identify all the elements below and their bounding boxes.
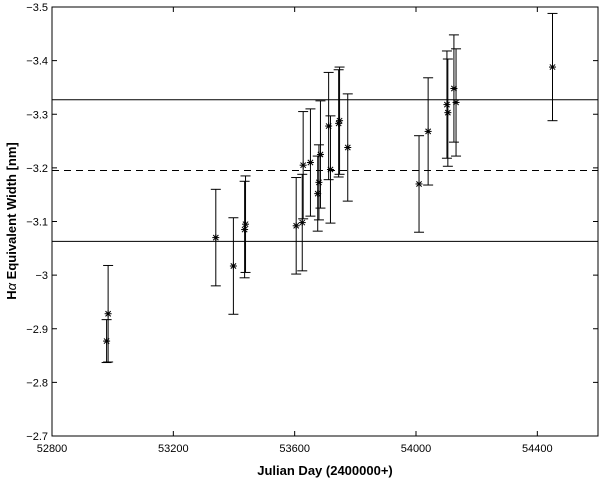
data-point [306,159,314,167]
marker-stroke [443,101,450,108]
plot-frame [51,6,599,437]
data-point [241,226,249,234]
marker-stroke [314,190,321,197]
data-point [212,234,220,242]
y-tick-label: −2.7 [26,431,48,443]
marker-stroke [416,180,423,187]
data-point [103,337,111,345]
data-point [415,180,423,188]
data-point [316,150,324,158]
data-point [315,178,323,186]
x-axis-ticks: 52800 53200 53600 54000 54400 [37,7,553,455]
y-tick-label: −3.2 [26,163,48,175]
data-point [229,262,237,270]
data-point [450,85,458,93]
reference-lines [52,99,598,242]
data-point [298,219,306,227]
marker-stroke [444,109,451,116]
marker-stroke [300,162,307,169]
data-point [443,101,451,109]
y-axis-title-suffix: Equivalent Width [nm] [4,142,19,283]
marker-stroke [307,159,314,166]
data-point [325,122,333,130]
marker-stroke [425,128,432,135]
data-point [444,109,452,117]
marker-stroke [317,151,324,158]
marker-stroke [453,99,460,106]
data-point [292,222,300,230]
data-point [549,63,556,71]
marker-stroke [549,64,556,71]
data-point [344,143,352,151]
y-axis-title: Hα Equivalent Width [nm] [4,142,19,300]
marker-stroke [241,226,248,233]
y-axis-title-prefix: H [4,290,19,299]
y-tick-label: −3.3 [26,109,48,121]
marker-stroke [315,179,322,186]
y-tick-label: −3.4 [26,56,48,68]
x-tick-label: 54400 [522,443,553,455]
marker-stroke [325,123,332,130]
y-tick-label: −3 [35,270,48,282]
data-point [242,220,250,228]
marker-stroke [230,263,237,269]
data-point [452,98,460,106]
marker-stroke [212,234,219,241]
marker-stroke [242,221,249,228]
x-tick-label: 53200 [158,443,189,455]
data-point [299,161,307,169]
marker-stroke [344,144,351,151]
data-point [104,310,112,318]
data-point [424,127,432,135]
data-markers [103,63,556,345]
data-point [336,117,344,125]
x-tick-label: 53600 [279,443,310,455]
marker-stroke [336,117,343,124]
x-tick-label: 52800 [37,443,68,455]
data-point [326,165,334,173]
y-tick-label: −2.9 [26,324,48,336]
marker-stroke [105,310,112,317]
marker-stroke [103,338,110,345]
y-axis-title-greek: α [4,282,19,290]
y-tick-label: −2.8 [26,377,48,389]
data-point [314,190,322,198]
y-tick-label: −3.1 [26,217,48,229]
marker-stroke [327,166,334,173]
marker-stroke [293,222,300,229]
y-tick-label: −3.5 [26,2,48,14]
error-bars [101,12,558,364]
y-axis-ticks: −3.5 −3.4 −3.3 −3.2 −3.1 −3 −2.9 −2.8 −2.7 [26,2,598,443]
marker-stroke [299,219,306,226]
x-axis-title: Julian Day (2400000+) [257,463,393,478]
x-tick-label: 54000 [401,443,432,455]
marker-stroke [450,85,457,92]
